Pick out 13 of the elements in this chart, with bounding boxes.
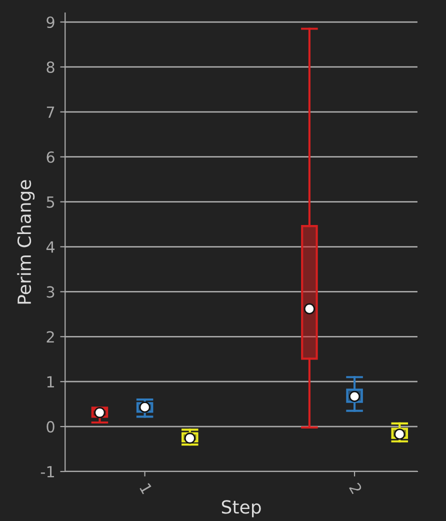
y-tick-label: 0 [46, 421, 54, 433]
y-tick-label: 5 [46, 196, 54, 208]
y-tick-label: 7 [46, 106, 54, 118]
y-tick-label: -1 [40, 466, 54, 478]
y-tick-label: 8 [46, 61, 54, 73]
y-tick-label: 4 [46, 241, 55, 253]
y-tick-label: 9 [46, 16, 54, 28]
y-axis-title: Perim Change [17, 180, 35, 304]
y-tick-label: 2 [46, 331, 54, 342]
x-axis-title: Step [222, 500, 261, 518]
y-tick-label: 3 [46, 286, 54, 298]
y-tick-label: 1 [47, 376, 54, 388]
y-tick-label: 6 [46, 151, 54, 163]
